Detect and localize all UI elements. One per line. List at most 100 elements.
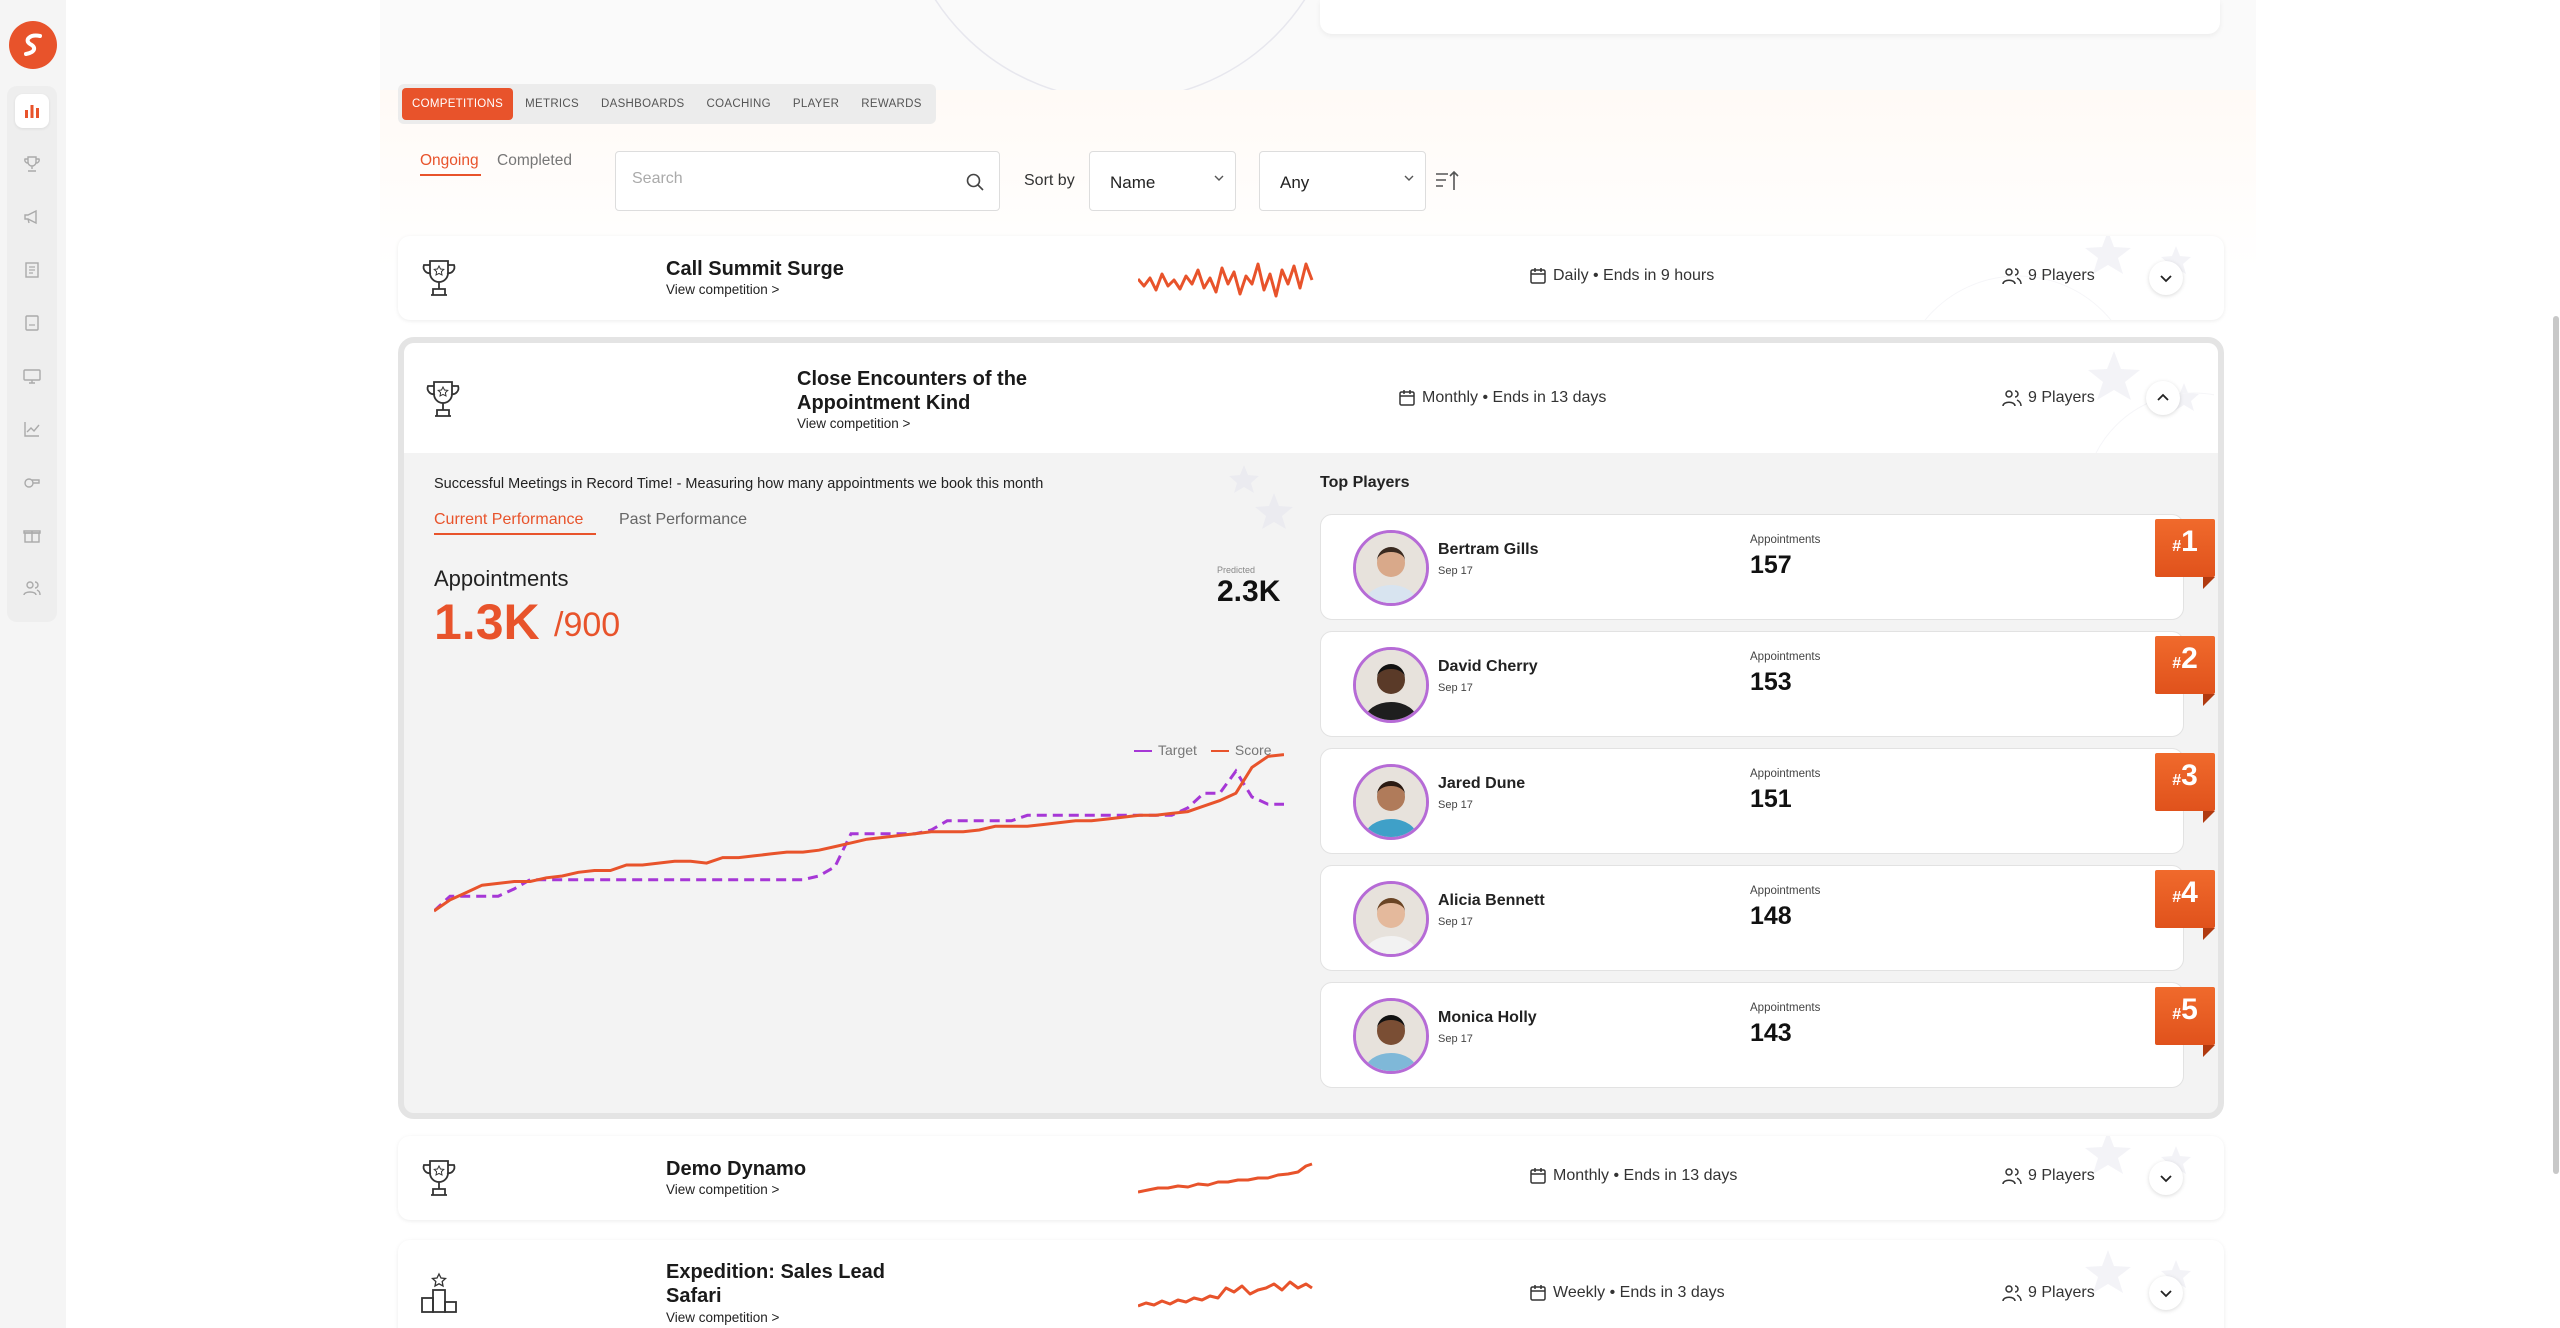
app-logo[interactable] [9, 21, 57, 69]
sidebar-item-coaching[interactable] [15, 465, 49, 499]
expand-button[interactable] [2149, 1161, 2183, 1195]
chevron-down-icon [2160, 1175, 2172, 1183]
player-metric-value: 148 [1750, 902, 1792, 930]
sidebar-item-announcements[interactable] [15, 200, 49, 234]
player-date: Sep 17 [1438, 565, 1473, 577]
metric-score: 1.3K [434, 594, 540, 650]
player-metric-value: 153 [1750, 668, 1792, 696]
sparkline [1138, 1162, 1313, 1194]
section-tabs: COMPETITIONS METRICS DASHBOARDS COACHING… [398, 84, 936, 124]
sidebar-item-users[interactable] [15, 571, 49, 605]
competition-title[interactable]: Call Summit Surge [666, 258, 844, 280]
calendar-icon [1530, 268, 1546, 284]
competition-title[interactable]: Expedition: Sales Lead Safari [666, 1261, 885, 1307]
search-icon[interactable] [965, 172, 985, 192]
rank-ribbon [2155, 636, 2215, 694]
player-name[interactable]: David Cherry [1438, 658, 1538, 675]
line-chart-icon [24, 422, 40, 437]
sidebar-item-notes[interactable] [15, 306, 49, 340]
competition-title[interactable]: Close Encounters of the Appointment Kind [797, 368, 1028, 414]
competition-title[interactable]: Demo Dynamo [666, 1158, 807, 1180]
player-metric-label: Appointments [1750, 1002, 1821, 1014]
player-card[interactable]: Jared Dune Sep 17 Appointments 151 [1320, 748, 2184, 854]
monitor-icon [23, 369, 41, 384]
tab-ongoing[interactable]: Ongoing [420, 152, 479, 169]
tab-completed[interactable]: Completed [497, 152, 572, 169]
users-icon [2002, 390, 2022, 407]
player-card[interactable]: Bertram Gills Sep 17 Appointments 157 [1320, 514, 2184, 620]
player-count: 9 Players [2002, 1167, 2095, 1185]
rank-number: #5 [2172, 993, 2198, 1026]
rank-number: #1 [2172, 525, 2198, 558]
player-metric-value: 143 [1750, 1019, 1792, 1047]
player-metric-label: Appointments [1750, 534, 1821, 546]
player-card[interactable]: Monica Holly Sep 17 Appointments 143 [1320, 982, 2184, 1088]
document-icon [25, 262, 39, 278]
players-text: 9 Players [2028, 389, 2095, 406]
expand-button[interactable] [2149, 261, 2183, 295]
view-competition-link[interactable]: View competition > [666, 282, 780, 297]
competition-row[interactable]: Demo Dynamo View competition > Monthly •… [398, 1136, 2224, 1220]
tab-rewards[interactable]: REWARDS [861, 98, 922, 110]
collapse-button[interactable] [2146, 381, 2180, 415]
tab-player[interactable]: PLAYER [792, 98, 840, 110]
filter-select[interactable]: Any [1259, 151, 1426, 211]
player-name[interactable]: Jared Dune [1438, 775, 1526, 792]
competition-row[interactable]: Call Summit Surge View competition > Dai… [398, 236, 2224, 320]
sort-direction-icon[interactable] [1434, 168, 1460, 194]
player-metric-value: 157 [1750, 551, 1792, 579]
competition-schedule: Daily • Ends in 9 hours [1529, 267, 1714, 285]
sidebar-item-rewards[interactable] [15, 518, 49, 552]
tab-dashboards[interactable]: DASHBOARDS [601, 98, 685, 110]
users-icon [2002, 1168, 2022, 1185]
avatar [1353, 530, 1429, 606]
rank-value: 5 [2181, 993, 2198, 1026]
player-card[interactable]: Alicia Bennett Sep 17 Appointments 148 [1320, 865, 2184, 971]
rank-value: 3 [2181, 759, 2198, 792]
players-text: 9 Players [2028, 1284, 2095, 1301]
schedule-text: Daily • Ends in 9 hours [1553, 267, 1715, 284]
competition-row[interactable]: Expedition: Sales Lead Safari View compe… [398, 1240, 2224, 1328]
search-input[interactable] [632, 170, 952, 188]
legend-target-label: Target [1158, 742, 1197, 758]
chevron-down-icon [2160, 275, 2172, 283]
rank-value: 4 [2181, 876, 2198, 909]
tab-coaching[interactable]: COACHING [706, 98, 771, 110]
sidebar-item-trophy[interactable] [15, 147, 49, 181]
logo-icon [24, 33, 42, 56]
legend-score-label: Score [1234, 742, 1272, 758]
player-date: Sep 17 [1438, 799, 1473, 811]
player-date: Sep 17 [1438, 916, 1473, 928]
tab-past-performance[interactable]: Past Performance [619, 511, 748, 528]
tab-metrics[interactable]: METRICS [525, 98, 579, 110]
player-metric-value: 151 [1750, 785, 1792, 813]
rank-ribbon [2155, 870, 2215, 928]
sidebar-item-reports[interactable] [15, 253, 49, 287]
rank-ribbon [2155, 519, 2215, 577]
view-competition-link[interactable]: View competition > [797, 416, 911, 431]
expand-button[interactable] [2149, 1276, 2183, 1310]
competition-schedule: Monthly • Ends in 13 days [1529, 1167, 1737, 1185]
scrollbar[interactable] [2553, 316, 2559, 1174]
whistle-icon [24, 478, 40, 488]
sort-select-value: Name [1110, 173, 1156, 192]
player-count: 9 Players [2002, 1284, 2095, 1302]
sidebar [0, 0, 66, 1328]
sort-select[interactable]: Name [1089, 151, 1236, 211]
predicted-value: 2.3K [1217, 575, 1281, 608]
competition-header[interactable]: Close Encounters of the Appointment Kind… [404, 343, 2218, 453]
player-name[interactable]: Monica Holly [1438, 1009, 1537, 1026]
player-card[interactable]: David Cherry Sep 17 Appointments 153 [1320, 631, 2184, 737]
player-name[interactable]: Bertram Gills [1438, 541, 1539, 558]
view-competition-link[interactable]: View competition > [666, 1310, 780, 1325]
sidebar-item-competitions[interactable] [15, 94, 49, 128]
tab-current-performance[interactable]: Current Performance [434, 511, 584, 528]
header-card [1320, 0, 2220, 34]
rank-ribbon-tail [2203, 577, 2215, 589]
view-competition-link[interactable]: View competition > [666, 1182, 780, 1197]
player-name[interactable]: Alicia Bennett [1438, 892, 1545, 909]
sidebar-item-tv[interactable] [15, 359, 49, 393]
tab-competitions[interactable]: COMPETITIONS [402, 88, 514, 120]
sidebar-item-analytics[interactable] [15, 412, 49, 446]
sort-label: Sort by [1024, 172, 1075, 189]
